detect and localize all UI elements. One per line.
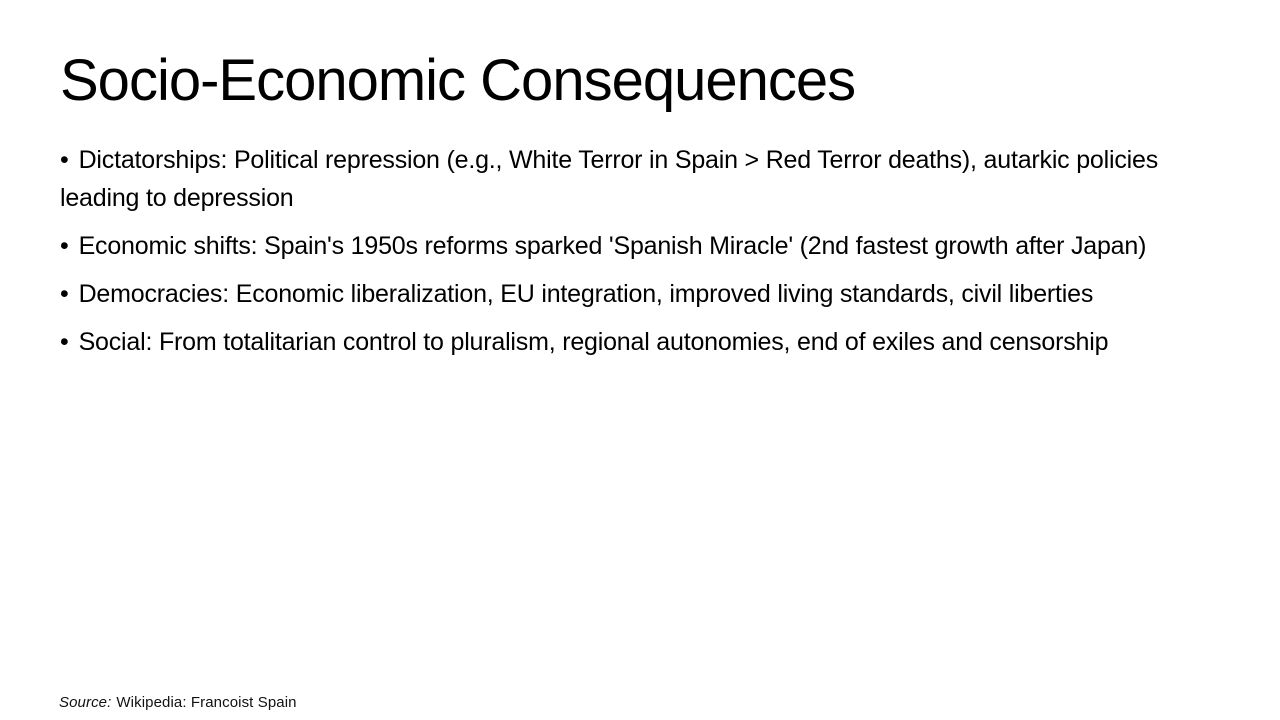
bullet-text-economic-shifts: Economic shifts: Spain's 1950s reforms s… (78, 231, 1147, 260)
bullet-item-economic-shifts: • Economic shifts: Spain's 1950s reforms … (60, 227, 1175, 265)
bullet-text-dictatorships: Dictatorships: Political repression (e.g… (60, 145, 1159, 212)
bullet-text-social: Social: From totalitarian control to plu… (78, 327, 1109, 356)
source-text: Wikipedia: Francoist Spain (116, 694, 297, 711)
source-footer: Source: Wikipedia: Francoist Spain (59, 694, 297, 711)
bullet-text-democracies: Democracies: Economic liberalization, EU… (78, 279, 1094, 308)
bullet-marker: • (60, 145, 69, 174)
source-label: Source: (59, 694, 112, 711)
bullet-list: • Dictatorships: Political repression (e.… (60, 141, 1175, 361)
bullet-marker: • (60, 231, 69, 260)
bullet-item-democracies: • Democracies: Economic liberalization, E… (60, 275, 1175, 313)
bullet-marker: • (60, 279, 69, 308)
bullet-item-social: • Social: From totalitarian control to pl… (60, 323, 1175, 361)
bullet-marker: • (60, 327, 69, 356)
bullet-item-dictatorships: • Dictatorships: Political repression (e.… (60, 141, 1175, 217)
slide-title: Socio-Economic Consequences (60, 48, 856, 113)
